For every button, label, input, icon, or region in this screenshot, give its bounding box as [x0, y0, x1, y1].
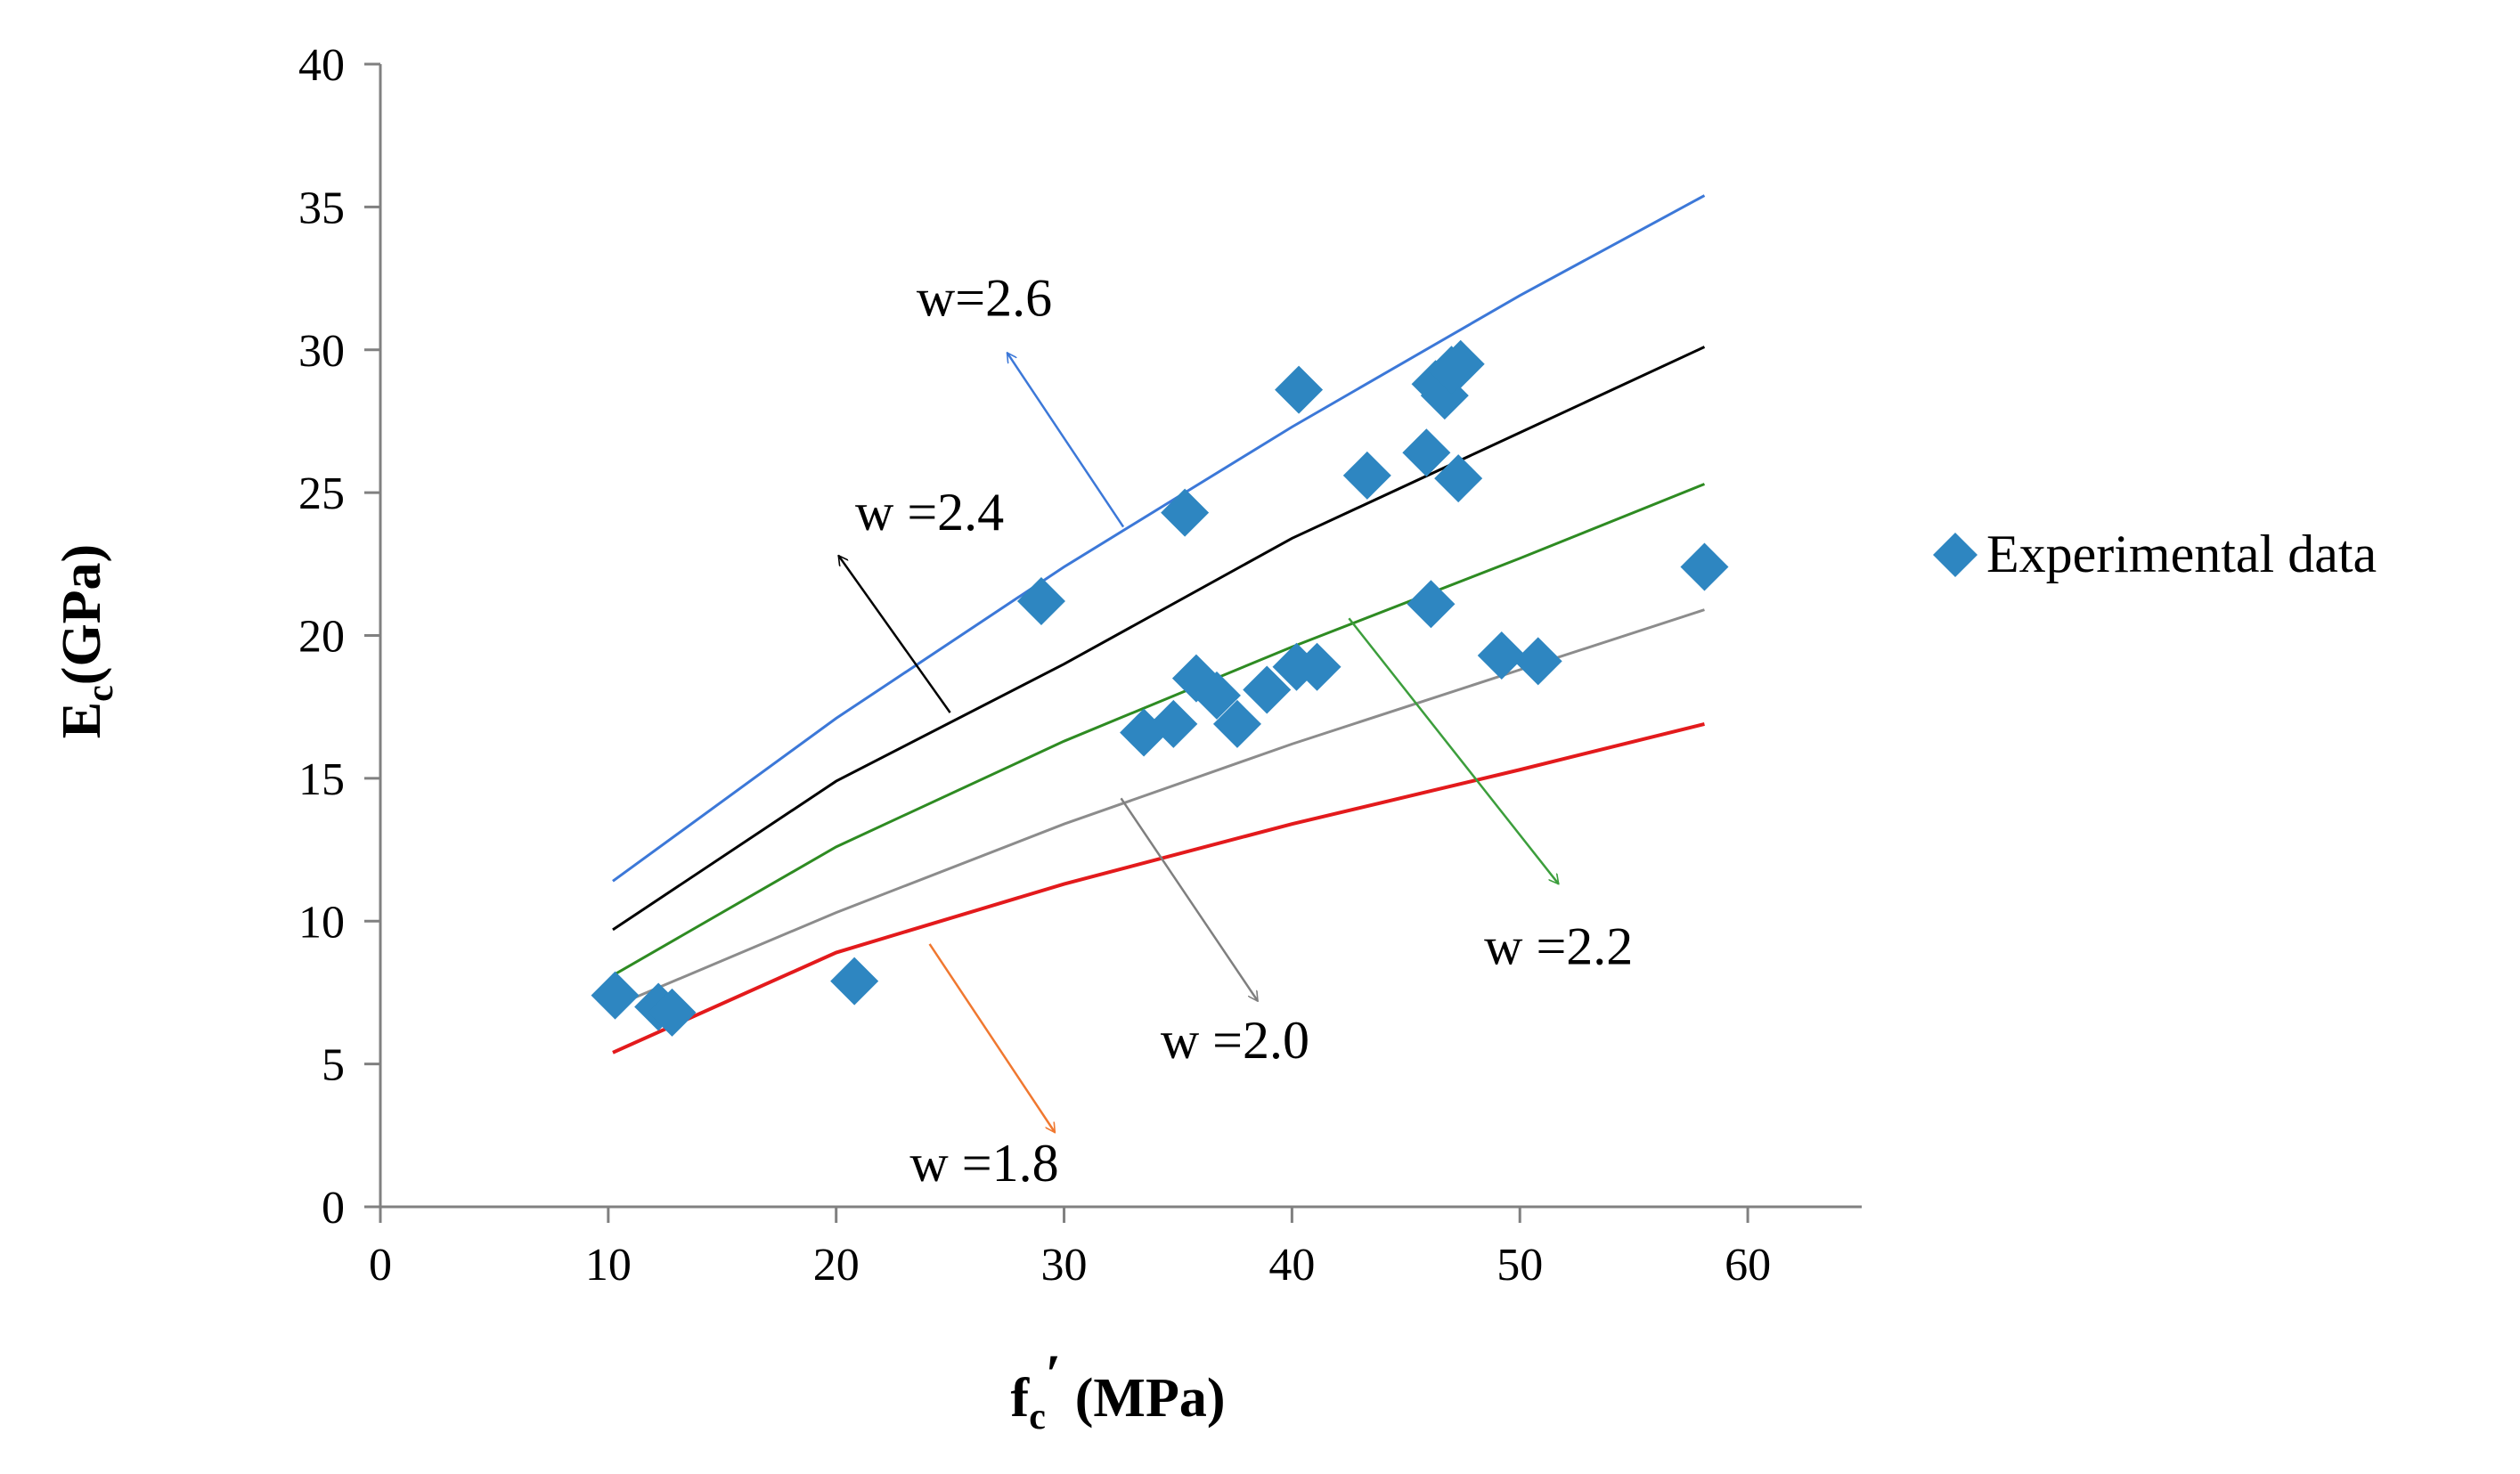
x-tick-label: 60 [1725, 1240, 1771, 1291]
annotations: w=2.6 w =2.4 w =2.2 w =2.0 w =1.8 [837, 268, 1633, 1193]
data-point [648, 988, 697, 1037]
y-tick-label: 10 [298, 897, 345, 948]
experimental-points [591, 339, 1729, 1037]
annotation-label-w-2-2: w =2.2 [1484, 916, 1633, 975]
model-lines [612, 194, 1706, 1055]
annotation-label-w-2-6: w=2.6 [917, 268, 1052, 327]
y-tick-label: 30 [298, 326, 345, 377]
annotation-arrow-w-2-4 [837, 556, 951, 713]
series-line-2-4 [612, 346, 1706, 932]
y-axis-title: Ec(GPa) [52, 544, 121, 738]
annotation-label-w-1-8: w =1.8 [909, 1134, 1058, 1193]
y-tick-label: 0 [322, 1183, 345, 1234]
series-line-2-2 [612, 483, 1706, 977]
series-line-1-8 [612, 721, 1705, 1055]
y-tick-label: 35 [298, 183, 345, 233]
axes [364, 62, 1862, 1223]
legend-label: Experimental data [1986, 525, 2377, 583]
data-point [1477, 631, 1526, 680]
data-point [591, 971, 640, 1020]
y-tick-label: 15 [298, 754, 345, 805]
data-point [1161, 488, 1210, 537]
data-point [1513, 637, 1562, 686]
data-point [830, 957, 879, 1006]
data-point [1680, 542, 1729, 591]
y-tick-label: 40 [298, 40, 345, 91]
legend-diamond-marker [1933, 533, 1978, 577]
data-point [1212, 699, 1261, 748]
series-line-2-6 [612, 194, 1706, 883]
annotation-arrow-w-1-8 [928, 943, 1056, 1133]
data-point [1192, 671, 1241, 720]
y-tick-label: 25 [298, 468, 345, 519]
x-tick-label: 50 [1497, 1240, 1543, 1291]
data-point [1434, 454, 1483, 503]
annotation-arrow-w-2-6 [1006, 353, 1125, 528]
annotation-label-w-2-4: w =2.4 [855, 483, 1004, 542]
annotation-arrow-w-2-2 [1348, 617, 1558, 884]
data-point [1436, 339, 1485, 388]
x-tick-label: 10 [585, 1240, 632, 1291]
data-point [1402, 428, 1451, 477]
data-point [1016, 577, 1065, 626]
x-tick-label: 20 [813, 1240, 860, 1291]
y-tick-label: 20 [298, 612, 345, 663]
x-axis-title: fc′ (MPa) [1011, 1345, 1226, 1437]
x-tick-label: 30 [1041, 1240, 1088, 1291]
tick-labels: 0 5 10 15 20 25 30 35 40 0 10 20 30 40 50 60 [298, 40, 1771, 1291]
data-point [1275, 365, 1324, 414]
data-point [1243, 665, 1292, 714]
legend: Experimental data [1933, 525, 2377, 583]
x-tick-label: 40 [1268, 1240, 1315, 1291]
data-point [1293, 642, 1342, 691]
data-point [1407, 580, 1456, 629]
data-point [1149, 699, 1198, 748]
annotation-arrow-w-2-0 [1120, 797, 1260, 1001]
y-tick-label: 5 [322, 1040, 345, 1091]
data-point [1342, 451, 1391, 500]
x-tick-label: 0 [369, 1240, 392, 1291]
annotation-label-w-2-0: w =2.0 [1161, 1011, 1309, 1070]
